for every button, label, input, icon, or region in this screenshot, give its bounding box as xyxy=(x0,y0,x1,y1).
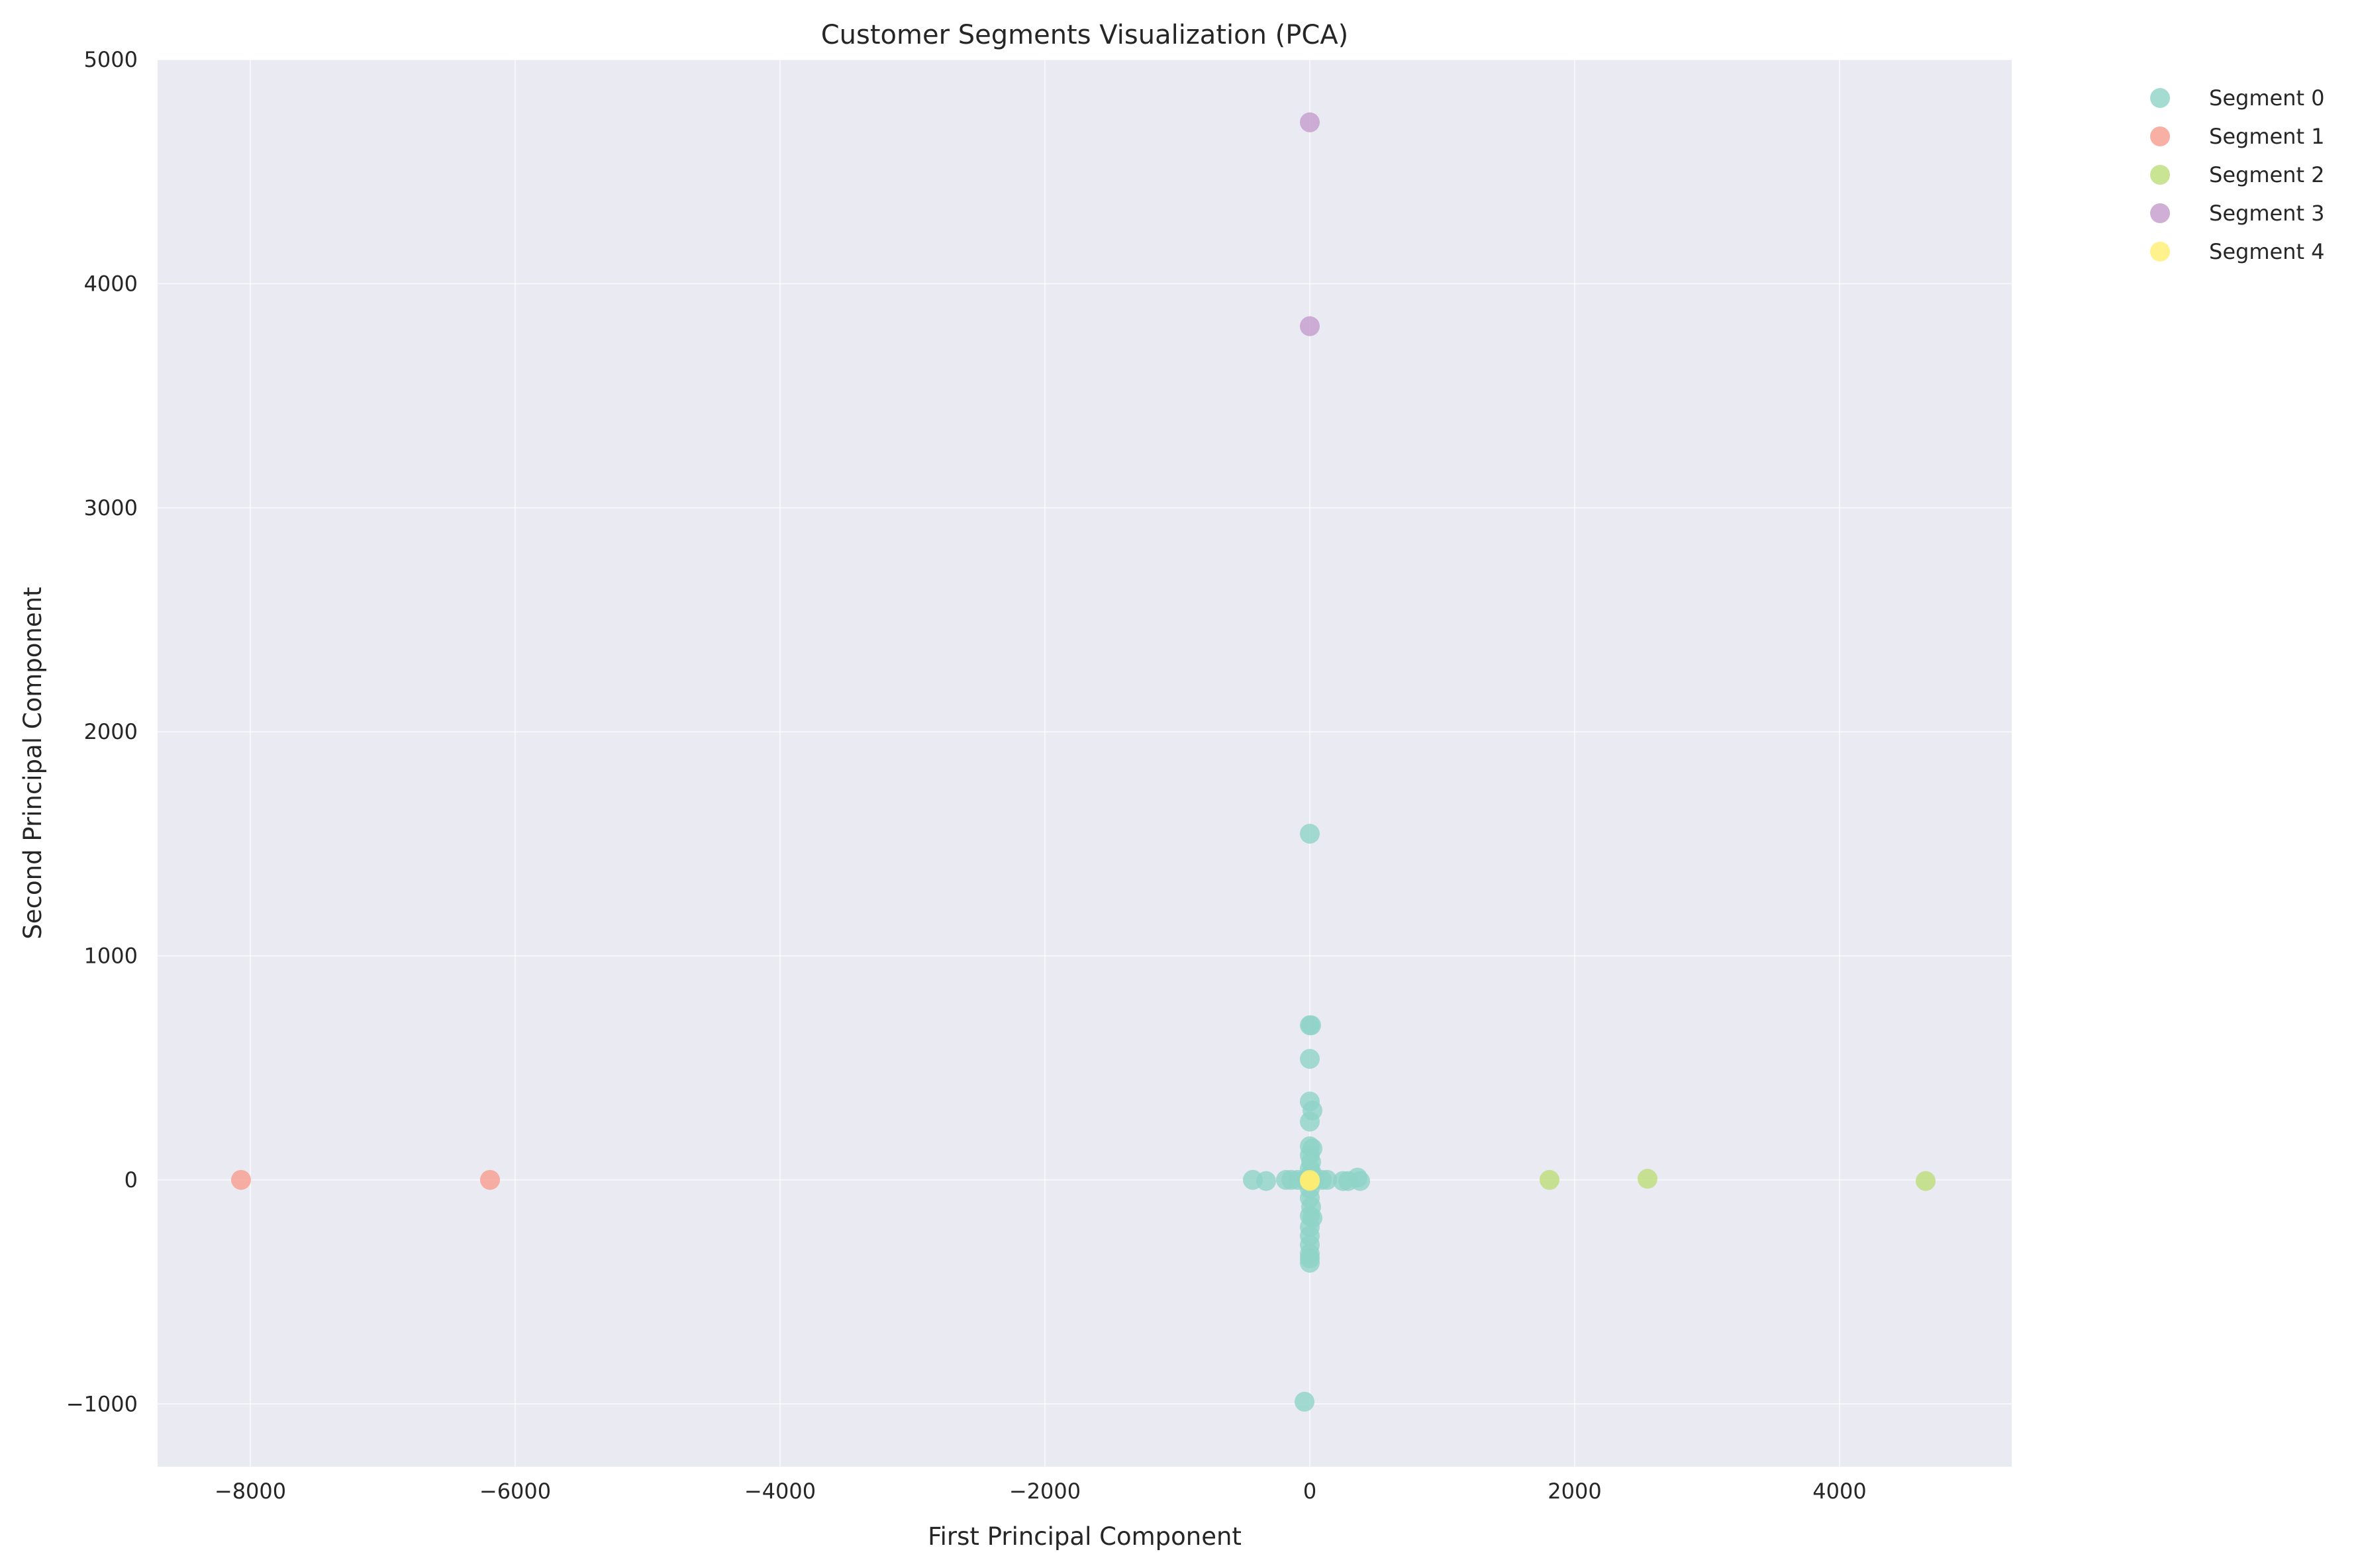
legend-marker xyxy=(2150,126,2170,146)
point-segment-4 xyxy=(1300,1171,1320,1191)
x-tick-label: 0 xyxy=(1303,1479,1316,1504)
legend-label: Segment 4 xyxy=(2209,239,2325,264)
y-axis-label: Second Principal Component xyxy=(19,587,47,939)
y-tick-label: 3000 xyxy=(84,495,138,520)
y-tick-label: 0 xyxy=(124,1167,138,1193)
legend: Segment 0 Segment 1 Segment 2 Segment 3 Segm… xyxy=(2150,85,2325,264)
y-tick-label: −1000 xyxy=(66,1391,138,1416)
x-tick-label: −2000 xyxy=(1009,1479,1081,1504)
point-segment-3 xyxy=(1300,316,1320,336)
legend-entry-segment-1: Segment 1 xyxy=(2150,124,2325,149)
point-segment-1 xyxy=(480,1169,500,1190)
point-segment-0 xyxy=(1300,1111,1320,1132)
x-axis-label: First Principal Component xyxy=(928,1522,1242,1551)
point-segment-0 xyxy=(1295,1391,1314,1412)
y-tick-label: 2000 xyxy=(84,719,138,744)
legend-marker xyxy=(2150,165,2170,185)
legend-marker xyxy=(2150,203,2170,223)
x-tick-label: −8000 xyxy=(215,1479,286,1504)
x-tick-label: −6000 xyxy=(479,1479,551,1504)
y-tick-label: 4000 xyxy=(84,271,138,296)
legend-label: Segment 0 xyxy=(2209,85,2325,111)
legend-entry-segment-3: Segment 3 xyxy=(2150,201,2325,226)
legend-entry-segment-0: Segment 0 xyxy=(2150,85,2325,111)
y-tick-label: 5000 xyxy=(84,47,138,72)
legend-label: Segment 3 xyxy=(2209,201,2325,226)
legend-marker xyxy=(2150,242,2170,262)
point-segment-1 xyxy=(231,1169,251,1190)
scatter-points xyxy=(231,112,1936,1412)
point-segment-0 xyxy=(1317,1169,1337,1190)
point-segment-0 xyxy=(1256,1171,1276,1191)
plot-area xyxy=(158,60,2012,1467)
point-segment-2 xyxy=(1638,1169,1657,1189)
tick-labels: −8000 −6000 −4000 −2000 0 2000 4000 −1000 0 1000 2… xyxy=(66,47,1867,1504)
x-tick-label: 2000 xyxy=(1548,1479,1601,1504)
x-tick-label: 4000 xyxy=(1812,1479,1866,1504)
grid xyxy=(158,59,2012,1467)
chart-title: Customer Segments Visualization (PCA) xyxy=(821,20,1349,50)
point-segment-0 xyxy=(1300,1049,1320,1069)
point-segment-0 xyxy=(1301,1015,1321,1036)
point-segment-0 xyxy=(1350,1171,1370,1191)
point-segment-2 xyxy=(1540,1169,1559,1190)
legend-label: Segment 2 xyxy=(2209,162,2325,187)
point-segment-3 xyxy=(1300,112,1320,132)
legend-marker xyxy=(2150,88,2170,108)
point-segment-0 xyxy=(1300,824,1320,844)
x-tick-label: −4000 xyxy=(744,1479,816,1504)
point-segment-2 xyxy=(1916,1171,1936,1191)
y-tick-label: 1000 xyxy=(84,944,138,969)
legend-entry-segment-4: Segment 4 xyxy=(2150,239,2325,264)
point-segment-0 xyxy=(1300,1253,1320,1273)
legend-entry-segment-2: Segment 2 xyxy=(2150,162,2325,187)
legend-label: Segment 1 xyxy=(2209,124,2325,149)
